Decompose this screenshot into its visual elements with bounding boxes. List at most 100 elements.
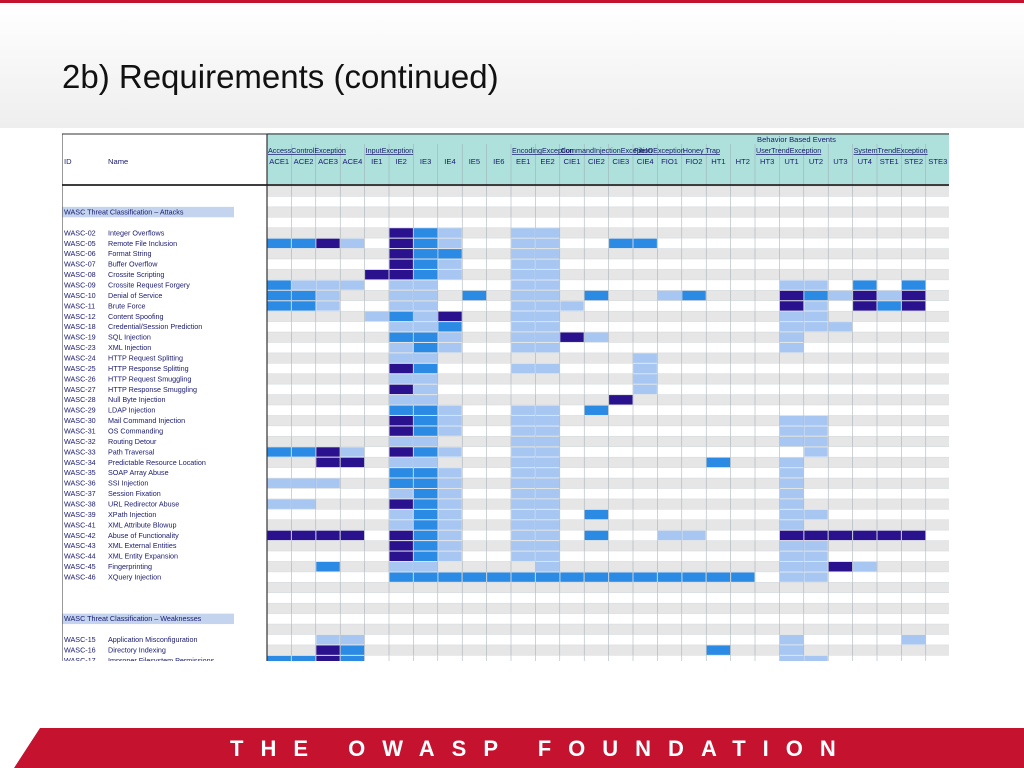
matrix-cell: [804, 426, 828, 436]
row-id: WASC-09: [64, 280, 96, 289]
matrix-cell: [535, 269, 560, 280]
matrix-cell: [804, 530, 828, 541]
matrix-cell: [291, 238, 316, 249]
matrix-cell: [267, 478, 291, 488]
matrix-cell: [413, 228, 438, 238]
section-label: WASC Threat Classification – Weaknesses: [64, 614, 202, 623]
matrix-cell: [291, 478, 316, 488]
event-group-label: InputException: [366, 146, 414, 155]
row-name: Integer Overflows: [108, 228, 165, 237]
matrix-cell: [853, 561, 877, 572]
matrix-cell: [877, 301, 901, 311]
event-code-header: HT3: [760, 157, 774, 166]
matrix-cell: [389, 290, 413, 301]
matrix-cell: [779, 468, 804, 478]
matrix-cell: [779, 322, 804, 332]
matrix-cell: [389, 426, 413, 436]
matrix-cell: [413, 301, 438, 311]
row-name: Crossite Scripting: [108, 270, 164, 279]
matrix-cell: [438, 541, 462, 551]
row-name: Content Spoofing: [108, 312, 164, 321]
matrix-cell: [316, 301, 340, 311]
matrix-cell: [535, 259, 560, 269]
matrix-cell: [413, 374, 438, 384]
table-row: [267, 457, 949, 468]
row-id: WASC-31: [64, 426, 96, 435]
table-row: [267, 342, 949, 353]
matrix-cell: [389, 280, 413, 290]
event-code-header: CIE1: [564, 157, 581, 166]
matrix-cell: [828, 290, 853, 301]
matrix-cell: [779, 509, 804, 520]
matrix-cell: [413, 561, 438, 572]
matrix-cell: [438, 228, 462, 238]
matrix-cell: [291, 499, 316, 509]
matrix-cell: [804, 655, 828, 661]
matrix-cell: [804, 551, 828, 561]
matrix-cell: [779, 415, 804, 426]
matrix-cell: [584, 530, 609, 541]
matrix-cell: [340, 655, 365, 661]
matrix-cell: [413, 447, 438, 457]
row-id: WASC-35: [64, 468, 96, 477]
matrix-cell: [535, 363, 560, 374]
matrix-cell: [413, 259, 438, 269]
table-row: [267, 217, 949, 228]
matrix-cell: [535, 426, 560, 436]
matrix-cell: [413, 311, 438, 322]
event-code-header: STE2: [904, 157, 923, 166]
matrix-cell: [535, 488, 560, 499]
section-row-bg: [267, 613, 949, 625]
table-row: [267, 603, 949, 614]
matrix-cell: [535, 342, 560, 353]
matrix-cell: [657, 530, 682, 541]
matrix-cell: [389, 541, 413, 551]
table-row: [267, 311, 949, 322]
matrix-cell: [511, 426, 535, 436]
event-group-label: AccessControlException: [268, 146, 346, 155]
matrix-cell: [511, 311, 535, 322]
matrix-cell: [779, 634, 804, 645]
matrix-cell: [389, 342, 413, 353]
matrix-cell: [779, 499, 804, 509]
matrix-cell: [779, 645, 804, 655]
matrix-cell: [438, 551, 462, 561]
row-name: XML Entity Expansion: [108, 552, 178, 561]
table-row: [267, 446, 949, 458]
row-id: WASC-11: [64, 301, 95, 310]
row-id: WASC-15: [64, 635, 96, 644]
row-name: Remote File Inclusion: [108, 239, 177, 248]
row-name: Buffer Overflow: [108, 260, 158, 269]
matrix-cell: [389, 259, 413, 269]
matrix-cell: [584, 405, 609, 415]
matrix-cell: [316, 478, 340, 488]
row-name: Improper Filesystem Permissions: [108, 656, 215, 661]
matrix-cell: [438, 259, 462, 269]
matrix-cell: [535, 249, 560, 259]
matrix-cell: [731, 572, 755, 582]
row-name: Crossite Request Forgery: [108, 280, 190, 289]
matrix-cell: [438, 509, 462, 520]
footer-text: THE OWASP FOUNDATION: [230, 736, 853, 761]
event-code-header: STE1: [880, 157, 899, 166]
matrix-cell: [609, 572, 633, 582]
table-row: [267, 478, 949, 489]
footer-shape: [14, 728, 1024, 768]
matrix-cell: [511, 290, 535, 301]
matrix-cell: [438, 468, 462, 478]
matrix-cell: [535, 238, 560, 249]
matrix-cell: [389, 436, 413, 447]
matrix-cell: [413, 405, 438, 415]
matrix-cell: [779, 541, 804, 551]
matrix-cell: [316, 655, 340, 661]
row-id: WASC-10: [64, 291, 96, 300]
section-row-bg: [267, 206, 949, 218]
matrix-cell: [535, 468, 560, 478]
event-code-header: CIE3: [612, 157, 629, 166]
row-name: HTTP Response Smuggling: [108, 385, 197, 394]
matrix-cell: [413, 572, 438, 582]
row-id: WASC-27: [64, 385, 96, 394]
matrix-cell: [413, 520, 438, 530]
event-code-header: ACE3: [318, 157, 338, 166]
table-row: [267, 551, 949, 562]
